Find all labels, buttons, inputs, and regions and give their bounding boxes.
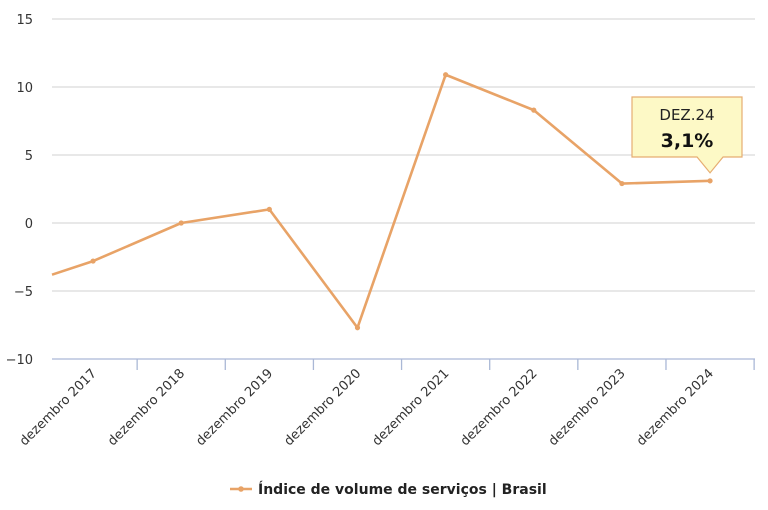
data-point[interactable] [90, 258, 96, 264]
data-series[interactable] [51, 72, 713, 331]
y-tick-label: −10 [6, 353, 33, 368]
y-tick-label: 0 [25, 217, 33, 232]
series-line [51, 73, 711, 330]
data-point[interactable] [443, 72, 449, 78]
y-tick-label: 15 [16, 13, 33, 28]
x-tick-label: dezembro 2022 [458, 366, 541, 449]
legend-marker-icon [238, 486, 244, 492]
data-point[interactable] [178, 220, 184, 226]
tooltip-box [631, 96, 743, 174]
data-point[interactable] [354, 325, 361, 331]
y-tick-label: 10 [16, 81, 33, 96]
data-point[interactable] [531, 107, 537, 113]
x-tick-label: dezembro 2020 [281, 366, 364, 449]
data-point[interactable] [619, 180, 625, 187]
legend[interactable]: Índice de volume de serviços | Brasil [230, 481, 547, 498]
x-tick-label: dezembro 2019 [193, 366, 276, 449]
y-tick-label: 5 [25, 149, 33, 164]
data-point[interactable] [266, 206, 272, 212]
x-tick-label: dezembro 2017 [17, 366, 100, 449]
y-axis: 15 10 5 0 −5 −10 [6, 13, 33, 368]
x-tick-label: dezembro 2024 [634, 366, 717, 449]
x-tick-label: dezembro 2018 [105, 366, 188, 449]
tooltip-label: DEZ.24 [659, 106, 714, 124]
y-tick-label: −5 [14, 285, 33, 300]
x-axis: dezembro 2017 dezembro 2018 dezembro 2019 d… [17, 358, 755, 449]
x-tick-label: dezembro 2021 [370, 366, 453, 449]
data-point[interactable] [707, 178, 713, 184]
x-tick-label: dezembro 2023 [546, 366, 629, 449]
legend-label[interactable]: Índice de volume de serviços | Brasil [258, 481, 547, 498]
tooltip-value: 3,1% [661, 130, 714, 152]
gridlines [52, 18, 755, 292]
tooltip: DEZ.24 3,1% [631, 96, 743, 174]
